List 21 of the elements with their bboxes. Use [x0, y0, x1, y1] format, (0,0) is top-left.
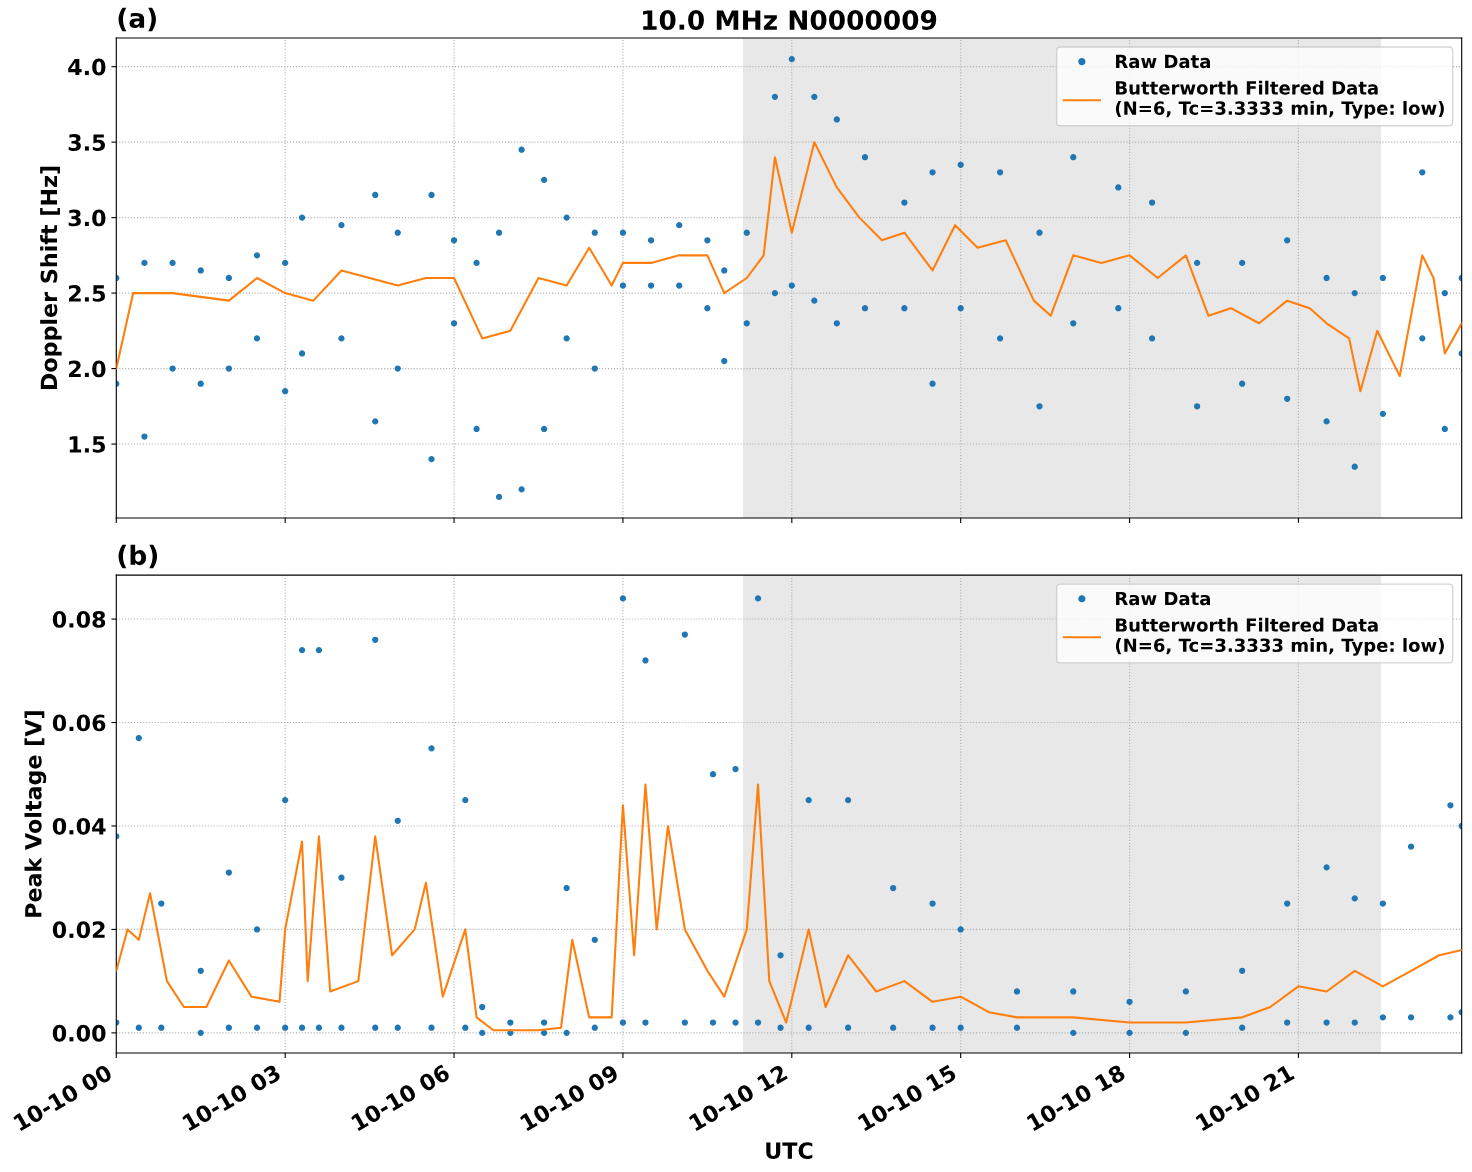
legend-label: Butterworth Filtered Data (N=6, Tc=3.3333 min, Type: low) [1115, 80, 1444, 119]
y-axis-title: Peak Voltage [V] [24, 711, 47, 917]
y-tick-label: 0.04 [52, 817, 106, 835]
y-tick-label: 4.0 [68, 58, 106, 76]
legend-label: Raw Data [1116, 591, 1210, 606]
y-tick-label: 2.5 [68, 285, 106, 302]
y-axis-title: Doppler Shift [Hz] [40, 166, 62, 390]
y-tick-label: 0.06 [52, 714, 106, 732]
y-tick-label: 3.5 [68, 134, 106, 151]
y-tick-label: 0.08 [52, 611, 106, 628]
x-axis-title: UTC [766, 1142, 813, 1160]
text: (b) [118, 544, 158, 569]
chart-title: 10.0 MHz N0000009 [643, 10, 937, 31]
legend-label: Butterworth Filtered Data (N=6, Tc=3.3333 min, Type: low) [1115, 617, 1444, 656]
y-tick-label: 0.00 [52, 1024, 106, 1042]
legend-label: Raw Data [1116, 54, 1210, 69]
y-tick-label: 2.0 [68, 360, 106, 378]
y-tick-label: 1.5 [69, 436, 106, 453]
y-tick-label: 0.02 [52, 921, 105, 939]
text: (a) [118, 7, 156, 32]
y-tick-label: 3.0 [68, 209, 106, 227]
